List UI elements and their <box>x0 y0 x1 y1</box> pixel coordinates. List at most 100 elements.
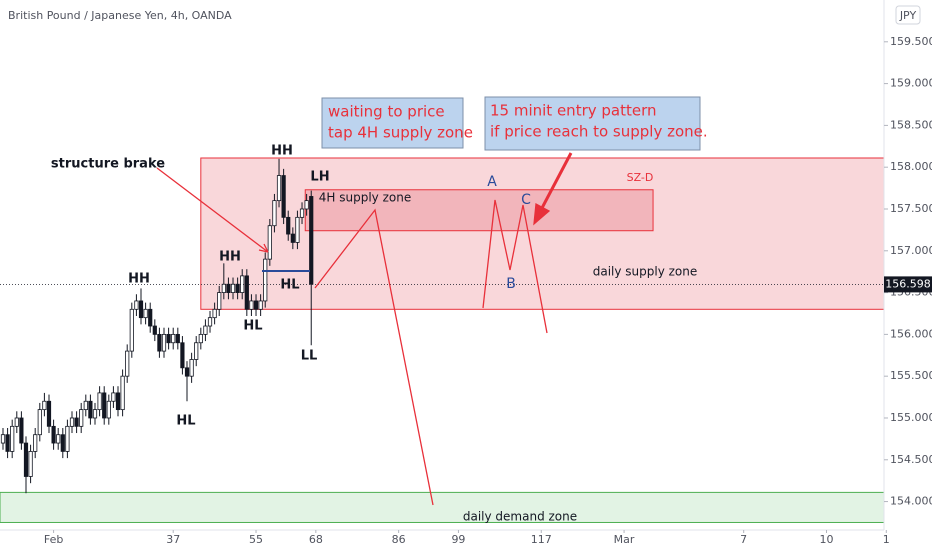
candle-body <box>295 216 300 243</box>
candle-body <box>304 200 309 210</box>
annotation: C <box>521 192 531 208</box>
candle-body <box>180 342 185 369</box>
candle-body <box>37 409 42 436</box>
candle-body <box>253 300 259 310</box>
annotation: LL <box>301 349 318 364</box>
candle-body <box>221 283 226 293</box>
candle-body <box>166 333 171 344</box>
candle-body <box>115 392 121 411</box>
zone <box>200 157 885 310</box>
candle-body <box>51 425 56 444</box>
drawings <box>156 152 573 506</box>
candle-body <box>10 425 15 452</box>
candle-body <box>249 300 254 310</box>
annotation: HL <box>280 278 299 293</box>
x-tick-label: 37 <box>166 533 180 546</box>
chart-title: British Pound / Japanese Yen, 4h, OANDA <box>8 9 232 22</box>
candle-body <box>286 216 291 235</box>
candle-body <box>226 283 231 293</box>
candle-body <box>69 417 75 427</box>
zone-label: daily demand zone <box>463 510 577 524</box>
y-tick-label: 159.500 <box>890 35 932 48</box>
candle-body <box>281 175 286 218</box>
candle-body <box>88 400 93 419</box>
candle-body <box>28 451 33 477</box>
candle-body <box>102 392 107 419</box>
last-price-tag <box>884 276 932 293</box>
note-text: 15 minit entry pattern <box>490 102 657 120</box>
candle-body <box>198 333 203 344</box>
candle-body <box>23 442 29 477</box>
x-tick-label: 68 <box>309 533 323 546</box>
annotation: HH <box>219 250 241 265</box>
candle-body <box>171 333 176 344</box>
x-tick-label: 99 <box>451 533 465 546</box>
candle-body <box>212 308 217 319</box>
note-text: tap 4H supply zone <box>328 124 473 142</box>
candle-body <box>276 175 282 202</box>
y-tick-label: 155.500 <box>890 369 932 382</box>
zone-label: 4H supply zone <box>319 191 411 205</box>
y-tick-label: 157.000 <box>890 244 932 257</box>
candle-body <box>194 342 199 360</box>
candle-body <box>42 400 47 411</box>
note-text: waiting to price <box>328 103 445 121</box>
candle-body <box>235 283 240 293</box>
y-tick-label: 158.000 <box>890 160 932 173</box>
annotation: structure brake <box>51 157 165 172</box>
annotation: HH <box>271 144 293 159</box>
candle-body <box>309 196 314 285</box>
candle-body <box>161 333 167 352</box>
x-tick-label: 55 <box>249 533 263 546</box>
x-tick-label: Feb <box>44 533 63 546</box>
annotation: HL <box>176 414 195 429</box>
annotation: SZ-D <box>627 171 654 184</box>
candle-body <box>217 292 222 310</box>
annotation: HH <box>128 272 150 287</box>
candle-body <box>106 400 111 419</box>
zone <box>0 491 885 523</box>
x-tick-label: 10 <box>819 533 833 546</box>
candle-body <box>0 434 6 444</box>
candle-body <box>65 425 70 452</box>
candle-body <box>207 317 213 327</box>
y-tick-label: 159.000 <box>890 77 932 90</box>
abc-pattern <box>482 199 548 334</box>
currency-badge <box>895 5 921 25</box>
annotation: B <box>506 276 516 292</box>
candle-body <box>74 417 79 427</box>
candle-body <box>111 392 116 402</box>
candle-body <box>120 375 125 411</box>
x-tick-label: 7 <box>740 533 747 546</box>
zone <box>304 189 654 232</box>
candle-body <box>157 333 162 352</box>
x-tick-label: 117 <box>531 533 552 546</box>
candle-body <box>134 300 139 310</box>
candle-body <box>258 300 263 310</box>
zone-label: daily supply zone <box>593 265 698 279</box>
candle-body <box>267 225 272 260</box>
x-tick-label: 86 <box>392 533 406 546</box>
candle-body <box>92 409 98 419</box>
candle-body <box>175 333 180 344</box>
structure-line <box>156 167 269 253</box>
candle-body <box>46 400 52 427</box>
candle-body <box>5 434 10 452</box>
candle-body <box>79 409 84 427</box>
y-tick-label: 154.000 <box>890 495 932 508</box>
candle-body <box>97 392 102 411</box>
y-tick-label: 158.500 <box>890 118 932 131</box>
note-box <box>321 97 464 149</box>
last-price-label: 156.598 <box>885 277 931 290</box>
annotation: A <box>487 174 497 190</box>
candle-body <box>290 233 295 243</box>
candle-body <box>14 417 19 427</box>
candle-body <box>189 359 194 377</box>
candle-body <box>152 325 157 335</box>
candle-body <box>19 417 24 444</box>
y-tick-label: 157.500 <box>890 202 932 215</box>
x-tick-label: 1 <box>883 533 890 546</box>
candle-body <box>299 208 305 218</box>
candle-body <box>60 434 65 452</box>
